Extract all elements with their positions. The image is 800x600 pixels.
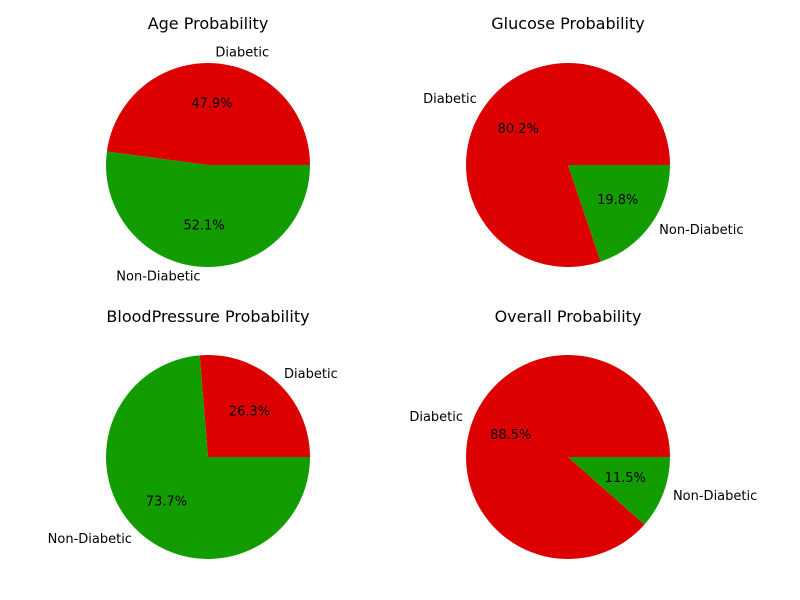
slice-label-diabetic: Diabetic [215,46,269,61]
pie-slice-diabetic [466,62,670,267]
pie-slice-diabetic [106,63,310,166]
pie-chart-overall: Overall Probability Diabetic Non-Diabeti… [409,307,757,559]
slice-percent-diabetic: 80.2% [498,122,539,137]
slice-percent-non-diabetic: 73.7% [146,495,187,510]
pie-slice-non-diabetic [106,151,310,268]
slice-percent-diabetic: 88.5% [490,428,531,443]
pie-slice-diabetic [199,355,310,457]
pie-chart-bloodpressure: BloodPressure Probability Diabetic Non-D… [48,307,338,560]
slice-label-diabetic: Diabetic [423,92,477,107]
chart-title: Age Probability [148,14,269,33]
pie-slice-non-diabetic [568,457,670,525]
pie-slice-non-diabetic [106,355,311,560]
slice-label-non-diabetic: Non-Diabetic [48,532,132,547]
chart-title: BloodPressure Probability [106,307,309,326]
slice-percent-non-diabetic: 11.5% [605,471,646,486]
pie-slice-diabetic [466,354,670,559]
slice-label-diabetic: Diabetic [409,410,463,425]
pie-chart-age: Age Probability Diabetic Non-Diabetic 47… [106,14,310,284]
slice-label-diabetic: Diabetic [284,367,338,382]
slice-label-non-diabetic: Non-Diabetic [116,269,200,284]
slice-label-non-diabetic: Non-Diabetic [659,223,743,238]
pie-chart-glucose: Glucose Probability Diabetic Non-Diabeti… [423,14,743,267]
slice-percent-diabetic: 26.3% [229,404,270,419]
slice-percent-diabetic: 47.9% [191,96,232,111]
slice-percent-non-diabetic: 52.1% [183,219,224,234]
slice-label-non-diabetic: Non-Diabetic [673,489,757,504]
chart-title: Overall Probability [495,307,642,326]
slice-percent-non-diabetic: 19.8% [597,193,638,208]
chart-title: Glucose Probability [491,14,644,33]
pie-slice-non-diabetic [568,165,670,262]
